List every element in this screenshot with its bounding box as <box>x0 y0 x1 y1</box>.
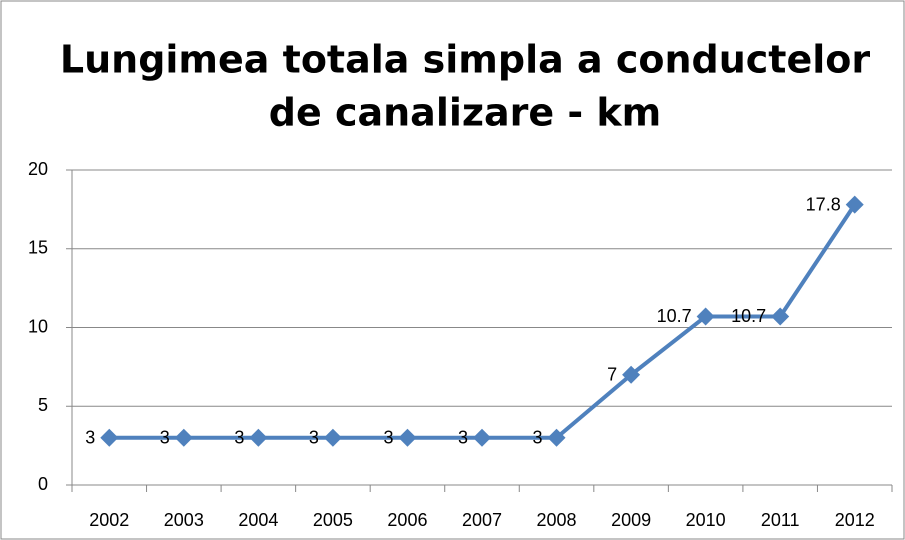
chart-title: de canalizare - km <box>269 91 662 135</box>
x-tick-label: 2003 <box>164 510 204 530</box>
y-tick-label: 20 <box>28 159 48 179</box>
marker <box>249 428 268 447</box>
x-tick-label: 2004 <box>238 510 278 530</box>
x-tick-label: 2006 <box>387 510 427 530</box>
data-label: 17.8 <box>806 194 841 214</box>
data-label: 3 <box>458 428 468 448</box>
x-tick-label: 2010 <box>686 510 726 530</box>
y-tick-label: 5 <box>38 395 48 415</box>
marker <box>622 365 641 384</box>
marker <box>771 307 790 326</box>
data-label: 3 <box>85 428 95 448</box>
data-label: 3 <box>309 428 319 448</box>
marker <box>398 428 417 447</box>
x-tick-label: 2002 <box>89 510 129 530</box>
marker <box>845 195 864 214</box>
data-label: 3 <box>533 428 543 448</box>
marker <box>323 428 342 447</box>
y-tick-label: 10 <box>28 316 48 336</box>
marker <box>100 428 119 447</box>
marker <box>696 307 715 326</box>
marker <box>473 428 491 447</box>
data-label: 3 <box>383 428 393 448</box>
x-tick-label: 2005 <box>313 510 353 530</box>
data-label: 10.7 <box>731 306 766 326</box>
chart-title: Lungimea totala simpla a conductelor <box>60 38 871 82</box>
x-tick-label: 2011 <box>761 510 800 530</box>
marker <box>174 428 193 447</box>
x-tick-label: 2007 <box>462 510 502 530</box>
x-tick-label: 2009 <box>611 510 651 530</box>
x-tick-label: 2012 <box>835 510 875 530</box>
data-label: 10.7 <box>657 306 692 326</box>
data-label: 3 <box>160 428 170 448</box>
data-label: 3 <box>234 428 244 448</box>
y-tick-label: 0 <box>38 474 48 494</box>
x-tick-label: 2008 <box>537 510 577 530</box>
data-label: 7 <box>607 365 617 385</box>
y-tick-label: 15 <box>28 238 48 258</box>
marker <box>547 428 566 447</box>
